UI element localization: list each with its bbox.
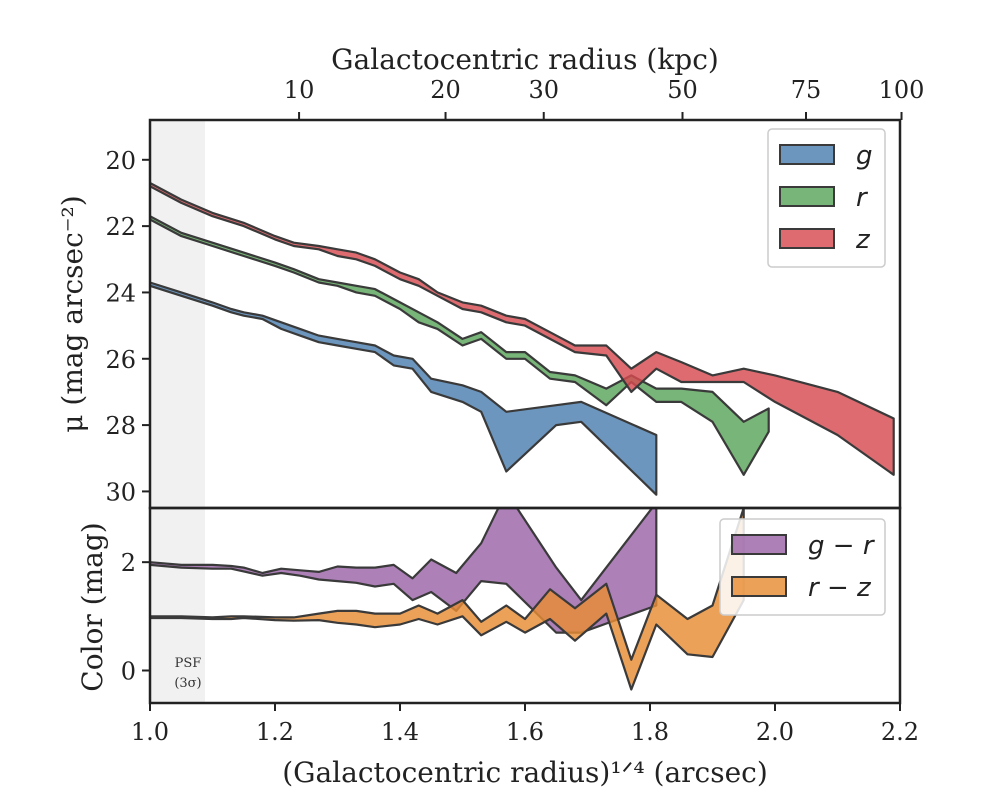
- legend-label: z: [855, 225, 871, 255]
- legend-label: g: [856, 141, 873, 171]
- series-band-g: [150, 281, 658, 496]
- bottom-panel-frame: [148, 506, 902, 705]
- psf-band-bottom: [150, 508, 205, 703]
- top-panel-areas: [150, 181, 895, 496]
- top-x-tick-label: 10: [284, 76, 315, 104]
- axis-ticks: [142, 112, 903, 711]
- y-tick-label: 22: [105, 213, 136, 241]
- bottom-y-axis-label: Color (mag): [76, 522, 109, 691]
- top-x-tick-label: 30: [528, 76, 559, 104]
- bottom-panel-areas: [150, 508, 745, 691]
- y-tick-label: 26: [105, 346, 136, 374]
- y-tick-label: 20: [105, 147, 136, 175]
- y-tick-label: 30: [105, 478, 136, 506]
- legend-label: g − r: [808, 531, 876, 561]
- color-y-tick-label: 0: [121, 658, 136, 686]
- y-tick-label: 28: [105, 412, 136, 440]
- x-tick-label: 2.0: [756, 718, 794, 746]
- x-tick-label: 1.0: [131, 718, 169, 746]
- legend-label: r: [856, 183, 869, 213]
- x-tick-label: 1.2: [256, 718, 294, 746]
- x-tick-label: 2.2: [881, 718, 919, 746]
- legends: grz g − r r − z: [719, 128, 886, 616]
- legend-swatch: [731, 576, 787, 597]
- bottom-x-axis-label: (Galactocentric radius)¹ᐟ⁴ (arcsec): [282, 756, 768, 789]
- x-tick-label: 1.8: [631, 718, 669, 746]
- series-band-r: [150, 215, 770, 476]
- x-tick-label: 1.6: [506, 718, 544, 746]
- legend-label: r − z: [808, 573, 872, 603]
- top-x-tick-label: 20: [430, 76, 461, 104]
- top-x-axis-label: Galactocentric radius (kpc): [331, 43, 719, 76]
- top-x-tick-label: 50: [667, 76, 698, 104]
- legend-swatch: [779, 228, 835, 249]
- y-tick-label: 24: [105, 279, 136, 307]
- legend-swatch: [731, 534, 787, 555]
- top-x-tick-label: 100: [879, 76, 925, 104]
- axis-tick-labels: 1.0 1.2 1.4 1.6 1.8 2.0 2.210 20 30 50 75 100202224…: [105, 76, 924, 746]
- x-tick-label: 1.4: [381, 718, 419, 746]
- series-band-z: [150, 181, 895, 476]
- top-x-tick-label: 75: [791, 76, 822, 104]
- legend-swatch: [779, 144, 835, 165]
- psf-sublabel: (3σ): [174, 676, 201, 691]
- color-y-tick-label: 2: [121, 549, 136, 577]
- top-y-axis-label: μ (mag arcsec⁻²): [56, 195, 89, 432]
- psf-band-top: [150, 120, 205, 508]
- legend-swatch: [779, 186, 835, 207]
- psf-label: PSF: [175, 656, 202, 671]
